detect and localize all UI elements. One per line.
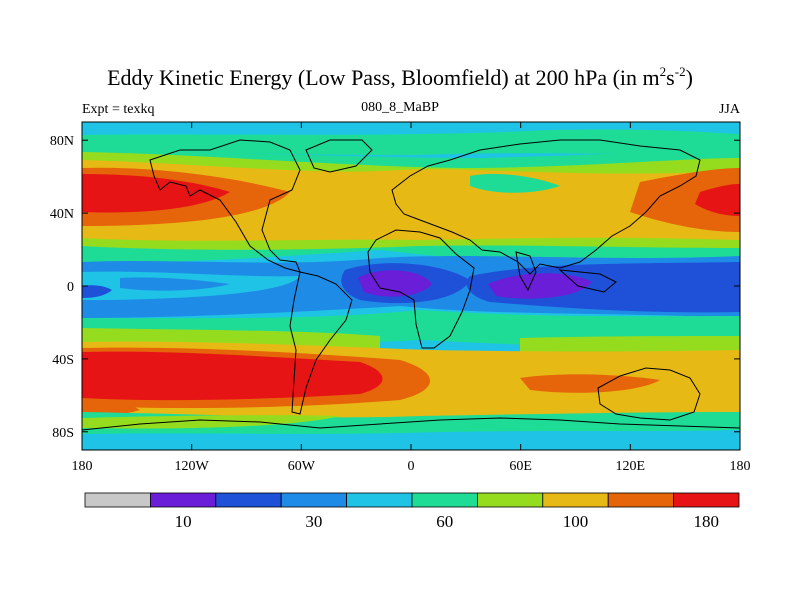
colorbar-box-6 — [476, 492, 544, 508]
x-tick-label: 120W — [175, 459, 210, 474]
outline-indonesia — [558, 269, 617, 293]
x-tick-label: 0 — [408, 459, 415, 474]
y-tick-label: 80N — [50, 134, 74, 149]
outline-antarctica — [82, 417, 740, 431]
outline-north-america — [149, 139, 301, 273]
colorbar-box-9 — [673, 492, 740, 508]
band-sh-red — [82, 351, 383, 401]
band-nh-gold — [82, 160, 740, 241]
plot-title: Eddy Kinetic Energy (Low Pass, Bloomfiel… — [0, 64, 800, 92]
patch-eq-far-west — [82, 285, 112, 298]
min-africa-purple — [358, 270, 432, 297]
band-south-cyan — [82, 430, 740, 450]
y-tick-label: 80S — [52, 426, 74, 441]
x-tick-label: 60E — [509, 459, 532, 474]
experiment-label: Expt = texkq — [82, 102, 155, 117]
colorbar-box-2 — [215, 492, 282, 508]
outline-eurasia — [391, 139, 701, 275]
patch-nh-green — [470, 173, 560, 193]
colorbar-box-8 — [607, 492, 675, 508]
y-axis: 80N 40N 0 40S 80S — [50, 134, 740, 441]
colorbar-box-1 — [149, 492, 217, 508]
y-tick-label: 0 — [67, 280, 74, 295]
colorbar-label: 100 — [563, 512, 589, 531]
outline-india — [515, 251, 537, 292]
band-nh-red-east — [695, 184, 740, 216]
title-suffix: ) — [685, 65, 693, 90]
outline-greenland — [305, 139, 373, 173]
patch-eq-west-blue — [120, 277, 230, 291]
band-nh-red-west — [82, 174, 230, 213]
x-axis: 180 120W 60W 0 60E 120E 180 — [72, 122, 751, 474]
colorbar-box-5 — [411, 492, 478, 508]
colorbar-label: 10 — [175, 512, 192, 531]
colorbar-label: 180 — [694, 512, 720, 531]
title-sup1: 2 — [659, 64, 667, 79]
colorbar-box-7 — [542, 492, 609, 508]
colorbar-label: 60 — [436, 512, 453, 531]
outline-south-america — [289, 271, 353, 415]
band-south-lime — [82, 415, 340, 429]
band-nh-orange-east — [630, 168, 740, 232]
title-sup2: -2 — [674, 64, 686, 79]
field-contours — [82, 122, 740, 450]
colorbar-box-4 — [346, 492, 413, 508]
colorbar-box-0 — [84, 492, 151, 508]
outline-africa — [367, 229, 475, 349]
plot-subtitle: 080_8_MaBP — [361, 100, 439, 115]
patch-sh-orange-east — [520, 374, 660, 393]
colorbar-box-3 — [280, 492, 348, 508]
min-indian-purple — [488, 273, 592, 299]
band-north-green — [82, 129, 740, 156]
x-tick-label: 120E — [616, 459, 646, 474]
y-tick-label: 40S — [52, 353, 74, 368]
x-tick-label: 180 — [730, 459, 751, 474]
colorbar: 10 30 60 100 180 — [84, 492, 740, 531]
continent-outlines — [82, 139, 740, 431]
colorbar-label: 30 — [305, 512, 322, 531]
y-tick-label: 40N — [50, 207, 74, 222]
outline-australia — [597, 367, 701, 421]
title-mid: s — [666, 65, 675, 90]
title-prefix: Eddy Kinetic Energy (Low Pass, Bloomfiel… — [107, 65, 660, 90]
season-label: JJA — [718, 102, 740, 117]
x-tick-label: 180 — [72, 459, 93, 474]
patch-sh-orange-sw — [82, 399, 140, 416]
x-tick-label: 60W — [288, 459, 316, 474]
